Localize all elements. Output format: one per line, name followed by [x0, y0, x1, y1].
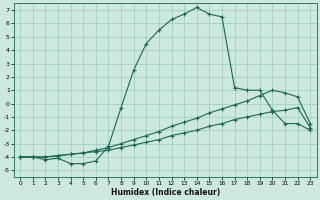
X-axis label: Humidex (Indice chaleur): Humidex (Indice chaleur)	[111, 188, 220, 197]
